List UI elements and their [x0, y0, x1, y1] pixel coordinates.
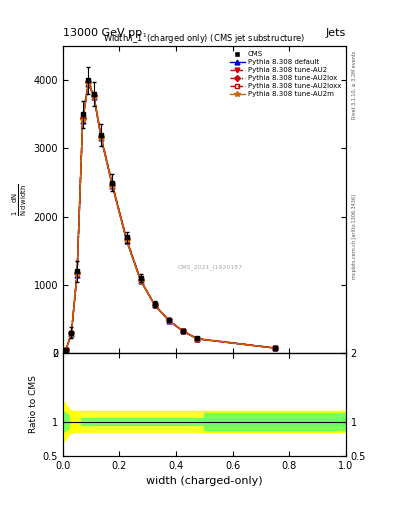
Text: Jets: Jets — [325, 28, 346, 38]
Text: Rivet 3.1.10, ≥ 3.2M events: Rivet 3.1.10, ≥ 3.2M events — [352, 51, 357, 119]
Y-axis label: $\frac{1}{\mathrm{N}}\frac{\mathrm{d}\mathrm{N}}{\mathrm{d\,width}}$: $\frac{1}{\mathrm{N}}\frac{\mathrm{d}\ma… — [11, 183, 29, 216]
Text: 13000 GeV pp: 13000 GeV pp — [63, 28, 142, 38]
Title: Width$\lambda\_1^1$(charged only) (CMS jet substructure): Width$\lambda\_1^1$(charged only) (CMS j… — [103, 32, 305, 46]
Text: CMS_2021_I1920187: CMS_2021_I1920187 — [178, 264, 242, 270]
Y-axis label: Ratio to CMS: Ratio to CMS — [29, 375, 39, 434]
X-axis label: width (charged-only): width (charged-only) — [146, 476, 263, 486]
Text: mcplots.cern.ch [arXiv:1306.3436]: mcplots.cern.ch [arXiv:1306.3436] — [352, 195, 357, 280]
Legend: CMS, Pythia 8.308 default, Pythia 8.308 tune-AU2, Pythia 8.308 tune-AU2lox, Pyth: CMS, Pythia 8.308 default, Pythia 8.308 … — [228, 50, 342, 99]
